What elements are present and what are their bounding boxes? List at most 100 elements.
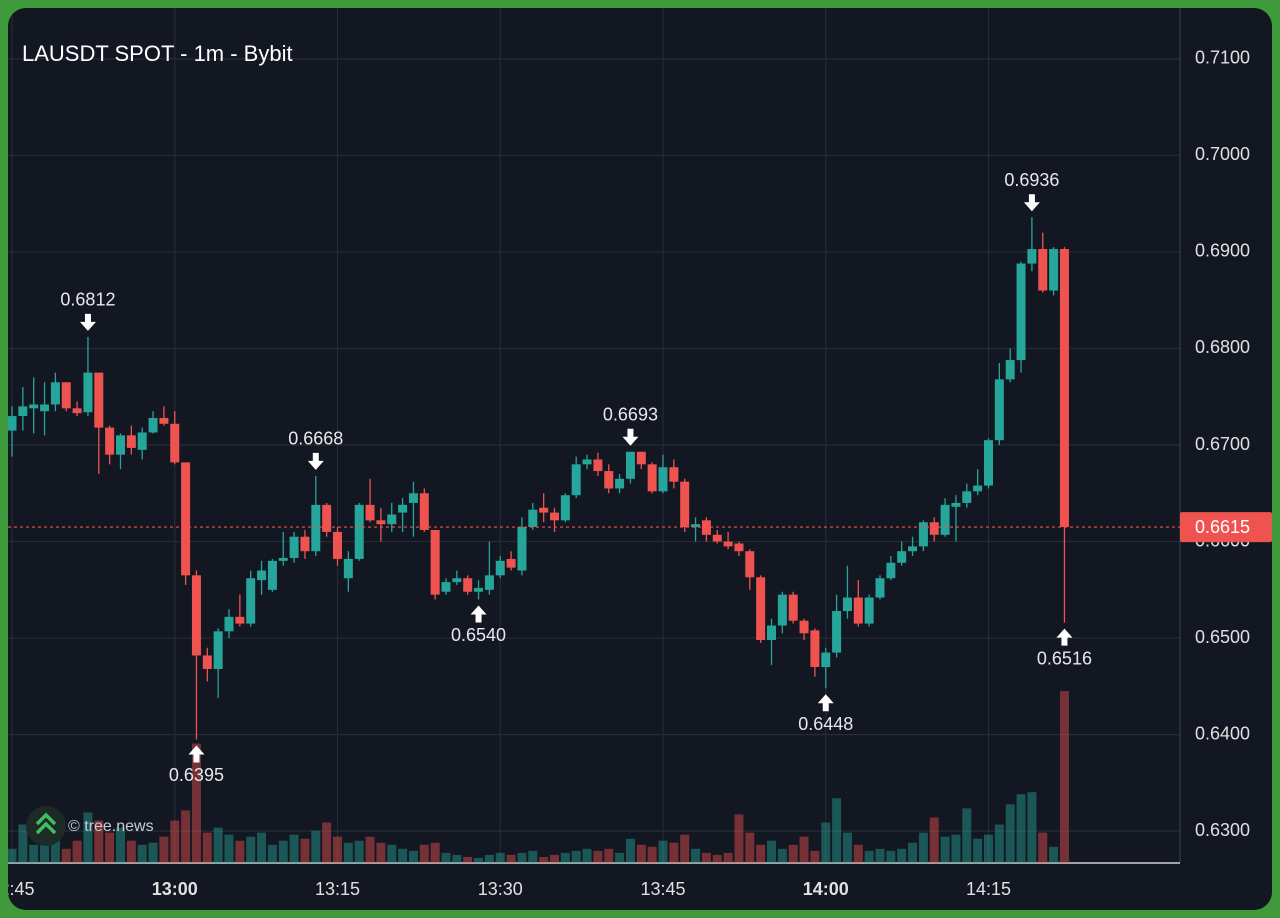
volume-bar	[495, 852, 505, 863]
candle-body	[246, 578, 256, 624]
candle-body	[267, 560, 277, 590]
candle-body	[8, 416, 17, 431]
candle-body	[918, 522, 928, 547]
candle-body	[550, 512, 559, 521]
candle-body	[604, 471, 614, 489]
annotation-arrow	[1056, 628, 1073, 646]
volume-bar	[419, 844, 429, 863]
volume-bar	[1016, 794, 1026, 863]
candle-body	[506, 558, 516, 568]
volume-bar	[300, 838, 310, 863]
candle-body	[962, 491, 972, 503]
volume-bar	[701, 852, 711, 863]
volume-bar	[441, 852, 451, 863]
candle-body	[191, 575, 201, 656]
candle-body	[257, 570, 267, 581]
candle-body	[842, 597, 852, 612]
candle-body	[463, 578, 473, 592]
candle-body	[658, 467, 668, 492]
x-tick-label: 12:45	[0, 879, 35, 899]
volume-bar	[181, 810, 191, 863]
volume-bar	[918, 832, 928, 863]
candle-body	[105, 427, 115, 455]
volume-bar	[159, 836, 169, 863]
volume-bar	[951, 834, 961, 863]
volume-bar	[61, 848, 71, 863]
volume-bar	[365, 836, 375, 863]
volume-bar	[669, 842, 679, 863]
candle-body	[354, 504, 364, 559]
volume-bar	[1038, 832, 1048, 863]
volume-bar	[83, 812, 93, 863]
volume-bar	[343, 842, 353, 863]
candle-body	[560, 495, 570, 521]
volume-bar	[105, 832, 115, 863]
candle-body	[159, 417, 169, 424]
candle-body	[376, 520, 386, 525]
annotation-label: 0.6936	[1004, 170, 1059, 190]
y-tick-label: 0.6400	[1195, 723, 1250, 743]
candle-body	[1005, 360, 1015, 380]
candle-body	[723, 541, 733, 547]
candle-body	[116, 435, 125, 455]
annotation-label: 0.6693	[603, 405, 658, 425]
candle-body	[691, 524, 701, 528]
candle-body	[18, 406, 28, 417]
volume-bar	[322, 822, 332, 863]
volume-bar	[853, 844, 863, 863]
volume-bar	[40, 834, 50, 863]
volume-bar	[257, 832, 267, 863]
volume-bar	[734, 814, 744, 863]
candle-body	[636, 451, 646, 465]
y-tick-label: 0.6700	[1195, 434, 1250, 454]
volume-bar	[712, 854, 722, 863]
volume-bar	[842, 832, 852, 863]
volume-bar	[647, 846, 657, 863]
candle-body	[1016, 263, 1026, 361]
volume-bar	[1059, 691, 1069, 863]
volume-bar	[832, 798, 842, 863]
volume-bar	[1049, 846, 1059, 863]
volume-bar	[691, 848, 701, 863]
volume-bar	[984, 834, 993, 863]
candle-body	[50, 382, 60, 405]
volume-bar	[604, 848, 614, 863]
volume-bar	[940, 836, 950, 863]
volume-bar	[311, 830, 321, 863]
candle-body	[40, 404, 50, 412]
volume-bar	[680, 834, 690, 863]
volume-bar	[745, 832, 755, 863]
candle-body	[908, 546, 918, 552]
x-tick-label: 13:45	[640, 879, 685, 899]
candle-body	[994, 379, 1004, 441]
volume-bar	[723, 852, 733, 863]
volume-bar	[875, 848, 885, 863]
volume-bar	[354, 840, 364, 863]
y-tick-label: 0.6900	[1195, 241, 1250, 261]
plot: 0.63000.64000.65000.66000.67000.68000.69…	[0, 8, 1272, 899]
annotation-label: 0.6448	[798, 714, 853, 734]
volume-bar	[148, 842, 158, 863]
candle-body	[625, 451, 635, 479]
candle-body	[365, 504, 375, 521]
candle-body	[289, 536, 299, 558]
candle-body	[202, 655, 212, 669]
candle-body	[235, 616, 245, 624]
volume-bar	[387, 844, 397, 863]
volume-bar	[29, 844, 39, 863]
volume-bar	[799, 836, 809, 863]
annotation-label: 0.6540	[451, 625, 506, 645]
volume-bar	[170, 820, 180, 863]
candle-body	[886, 562, 896, 579]
candle-body	[929, 522, 939, 535]
candle-body	[745, 551, 755, 578]
candle-body	[984, 440, 993, 486]
candle-body	[72, 408, 82, 414]
volume-bar	[333, 836, 342, 863]
annotation-arrow	[470, 605, 487, 623]
candle-body	[853, 597, 863, 624]
candle-body	[333, 531, 342, 559]
volume-bar	[267, 844, 277, 863]
volume-bar	[50, 832, 60, 863]
annotation-label: 0.6668	[288, 429, 343, 449]
